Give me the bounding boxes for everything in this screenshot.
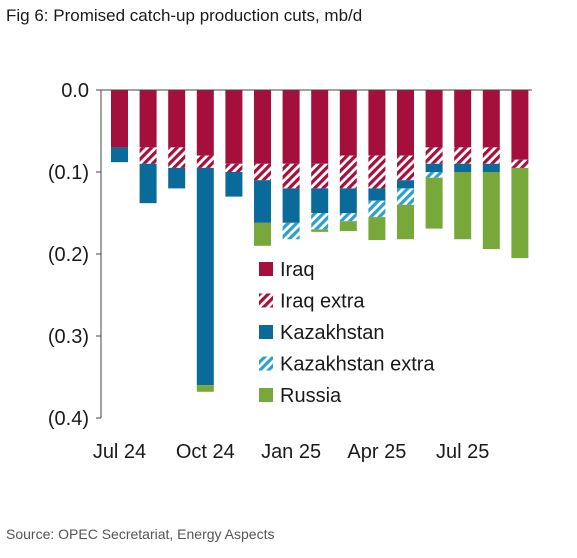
x-tick-label: Jul 25 [436,441,489,463]
bar-kazakhstan-1 [139,163,157,204]
chart-title: Fig 6: Promised catch-up production cuts… [6,6,363,25]
bar-iraq-extra-14 [511,159,529,168]
bar-iraq-extra-3 [196,155,214,168]
legend: Iraq Iraq extra Kazakhstan Kazakhstan extra… [259,259,435,407]
bar-iraq-extra-6 [282,163,300,189]
bars-group [111,90,529,392]
legend-label-kazakhstan-extra: Kazakhstan extra [280,354,435,376]
legend-swatch-kazakhstan [259,325,273,339]
bar-iraq-extra-9 [368,155,386,189]
bar-iraq-extra-12 [454,147,472,164]
bar-kazakhstan-extra-11 [425,172,443,178]
bar-russia-12 [454,172,472,240]
bar-iraq-5 [254,90,271,164]
bar-kazakhstan-2 [168,167,186,189]
bar-iraq-extra-1 [139,147,157,164]
bar-russia-5 [254,222,271,246]
bar-kazakhstan-13 [482,163,500,172]
bar-iraq-11 [425,90,443,148]
bar-iraq-12 [454,90,472,148]
bar-iraq-6 [282,90,300,164]
bar-kazakhstan-extra-10 [397,188,414,205]
bar-iraq-extra-4 [225,163,243,172]
legend-swatch-kazakhstan-extra [259,356,273,371]
bar-russia-3 [196,385,214,392]
y-tick-label: 0.0 [61,80,89,102]
bar-kazakhstan-extra-7 [311,213,329,230]
bar-russia-11 [425,177,443,229]
bar-iraq-extra-10 [397,155,414,181]
bar-iraq-10 [397,90,414,156]
bar-kazakhstan-4 [225,172,243,197]
bar-iraq-extra-7 [311,163,329,189]
bar-kazakhstan-0 [111,147,128,163]
bar-iraq-extra-5 [254,163,271,181]
bar-russia-9 [368,217,386,241]
bar-russia-10 [397,204,414,240]
bar-kazakhstan-extra-8 [339,213,357,222]
legend-swatch-iraq-extra [259,293,273,308]
x-tick-label: Jul 24 [93,441,146,463]
legend-label-russia: Russia [280,385,342,407]
bar-kazakhstan-5 [254,180,271,223]
y-tick-label: (0.3) [48,326,89,348]
y-tick-label: (0.1) [48,162,89,184]
legend-label-iraq: Iraq [280,259,314,281]
bar-russia-8 [339,221,357,232]
bar-iraq-7 [311,90,329,164]
bar-kazakhstan-7 [311,188,329,213]
bar-kazakhstan-10 [397,180,414,189]
bar-kazakhstan-8 [339,188,357,213]
bar-russia-7 [311,229,329,232]
bar-kazakhstan-6 [282,188,300,223]
bar-iraq-extra-8 [339,155,357,189]
y-tick-label: (0.2) [48,244,89,266]
axes-group: 0.0 (0.1) (0.2) (0.3) (0.4)Jul 24 Oct 24 Jan 2… [48,80,532,463]
bar-russia-14 [511,167,529,259]
bar-iraq-14 [511,90,529,160]
source-note: Source: OPEC Secretariat, Energy Aspects [6,526,275,542]
bar-kazakhstan-9 [368,188,386,201]
bar-iraq-3 [196,90,214,156]
legend-label-kazakhstan: Kazakhstan [280,322,385,344]
bar-iraq-9 [368,90,386,156]
bar-iraq-2 [168,90,186,148]
x-tick-label: Oct 24 [176,441,235,463]
bar-iraq-extra-11 [425,147,443,164]
legend-label-iraq-extra: Iraq extra [280,291,365,313]
bar-iraq-extra-2 [168,147,186,168]
x-tick-label: Jan 25 [261,441,321,463]
bar-iraq-extra-13 [482,147,500,164]
bar-kazakhstan-extra-9 [368,200,386,218]
bar-iraq-13 [482,90,500,148]
bar-iraq-8 [339,90,357,156]
x-tick-label: Apr 25 [347,441,406,463]
bar-iraq-1 [139,90,157,148]
bar-kazakhstan-11 [425,163,443,172]
bar-kazakhstan-3 [196,167,214,386]
bar-iraq-4 [225,90,243,164]
bar-iraq-0 [111,90,128,148]
y-tick-label: (0.4) [48,408,89,430]
bar-kazakhstan-extra-6 [282,222,300,240]
legend-swatch-russia [259,388,273,402]
bar-russia-13 [482,172,500,250]
bar-kazakhstan-12 [454,163,472,172]
legend-swatch-iraq [259,262,273,276]
